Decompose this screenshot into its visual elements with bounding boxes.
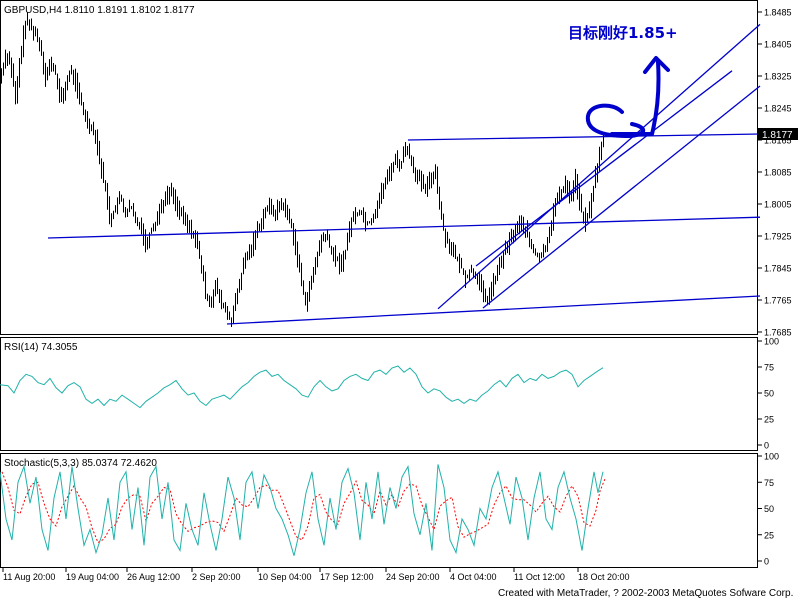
trendline [475, 70, 733, 267]
trendlines [47, 23, 761, 325]
price-panel-header: GBPUSD,H4 1.8110 1.8191 1.8102 1.8177 [4, 5, 195, 16]
y-tick-label: 1.8405 [764, 40, 792, 50]
y-tick-label: 25 [764, 415, 774, 425]
stochastic-panel-header: Stochastic(5,3,3) 85.0374 72.4620 [4, 458, 157, 469]
x-tick-label: 17 Sep 12:00 [320, 572, 374, 582]
trendline [437, 23, 761, 310]
trendline [407, 133, 761, 141]
y-tick-label: 1.7765 [764, 296, 792, 306]
current-price-label-text: 1.8177 [762, 130, 793, 141]
trendline [47, 216, 761, 239]
y-tick-label: 75 [764, 478, 774, 488]
x-axis-ticks: 11 Aug 20:00 19 Aug 04:00 26 Aug 12:00 2 Se… [2, 568, 630, 582]
x-tick-label: 18 Oct 20:00 [578, 572, 630, 582]
x-tick-label: 19 Aug 04:00 [66, 572, 119, 582]
rsi-layer [0, 365, 604, 409]
y-tick-label: 0 [764, 557, 769, 567]
trendline [226, 295, 761, 325]
y-tick-label: 75 [764, 363, 774, 373]
stochastic-main-line [0, 464, 604, 556]
y-tick-label: 1.8165 [764, 136, 792, 146]
y-tick-label: 1.8485 [764, 8, 792, 18]
y-tick-label: 1.8245 [764, 104, 792, 114]
footer-text: Created with MetaTrader, ? 2002-2003 Met… [498, 588, 793, 599]
y-tick-label: 1.8325 [764, 72, 792, 82]
y-tick-label: 0 [764, 441, 769, 451]
x-tick-label: 26 Aug 12:00 [127, 572, 180, 582]
y-tick-label: 1.7685 [764, 328, 792, 338]
hand-drawn-circle-icon [585, 103, 646, 139]
current-price-label-bg [758, 128, 798, 140]
y-tick-label: 100 [764, 452, 779, 462]
x-tick-label: 4 Oct 04:00 [450, 572, 497, 582]
price-candles [1, 12, 604, 328]
y-tick-label: 1.8005 [764, 200, 792, 210]
y-tick-label: 50 [764, 504, 774, 514]
y-tick-label: 1.7845 [764, 264, 792, 274]
x-tick-label: 2 Sep 20:00 [192, 572, 241, 582]
y-tick-label: 25 [764, 530, 774, 540]
trendline [482, 85, 761, 309]
stochastic-layer [0, 464, 606, 556]
panel-frame [0, 337, 758, 451]
y-tick-label: 1.7925 [764, 232, 792, 242]
panel-frame [0, 0, 758, 335]
rsi-line [0, 365, 604, 409]
y-tick-label: 50 [764, 389, 774, 399]
rsi-panel-header: RSI(14) 74.3055 [4, 342, 78, 353]
stochastic-signal-line [1, 471, 606, 544]
x-tick-label: 10 Sep 04:00 [258, 572, 312, 582]
x-tick-label: 24 Sep 20:00 [386, 572, 440, 582]
y-tick-label: 100 [764, 337, 779, 347]
hand-drawn-arrow-icon [610, 56, 670, 136]
current-price-label: 1.8177 [758, 128, 798, 141]
panel-frame [0, 453, 758, 568]
x-tick-label: 11 Oct 12:00 [514, 572, 565, 582]
x-tick-label: 11 Aug 20:00 [3, 572, 55, 582]
y-tick-label: 1.8085 [764, 168, 792, 178]
panel-frames [0, 0, 758, 568]
annotation-text: 目标刚好1.85+ [568, 24, 678, 42]
y-axis-ticks: 1.8485 1.8405 1.8325 1.8245 1.8165 1.8085 1.80… [758, 8, 792, 567]
